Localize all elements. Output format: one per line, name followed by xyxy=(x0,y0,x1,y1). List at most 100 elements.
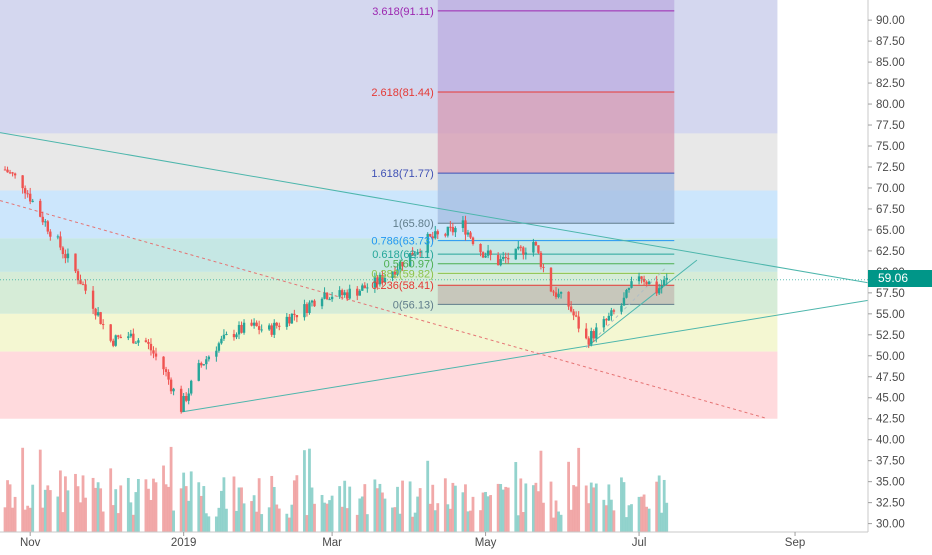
volume-bar xyxy=(577,447,581,532)
volume-bar xyxy=(542,502,545,532)
candle-body xyxy=(119,336,122,339)
candle-body xyxy=(637,276,641,282)
volume-bar xyxy=(164,484,168,532)
candle-body xyxy=(645,281,648,285)
candle-body xyxy=(13,173,17,176)
volume-bar xyxy=(270,475,274,532)
volume-bar xyxy=(61,512,65,532)
volume-bar xyxy=(363,484,367,532)
fib-label-2: 1.618(71.77) xyxy=(371,168,433,180)
volume-bar xyxy=(612,510,616,532)
candle-body xyxy=(190,380,193,394)
volume-bar xyxy=(521,512,525,532)
y-tick-label: 32.50 xyxy=(876,498,905,510)
volume-bar xyxy=(225,508,228,532)
volume-bar xyxy=(187,500,191,532)
volume-bar xyxy=(260,514,264,532)
candle-body xyxy=(486,250,490,256)
volume-bar xyxy=(292,480,296,532)
volume-bar xyxy=(433,510,437,532)
volume-bar xyxy=(343,480,347,532)
volume-bar xyxy=(428,503,432,532)
candle-body xyxy=(539,252,543,267)
volume-bar xyxy=(602,499,606,532)
fib-label-8: 0.236(58.41) xyxy=(371,280,433,292)
volume-bar xyxy=(645,506,648,532)
candle-body xyxy=(94,308,97,316)
volume-bar xyxy=(184,486,188,532)
volume-bar xyxy=(58,470,62,532)
candle-body xyxy=(39,200,42,217)
volume-bar xyxy=(275,504,279,532)
candle-body xyxy=(660,285,663,289)
x-tick-label: Nov xyxy=(20,537,41,549)
candle-body xyxy=(91,290,95,309)
volume-bar xyxy=(38,449,42,532)
volume-bar xyxy=(604,505,608,532)
candle-body xyxy=(622,297,626,306)
trendlines xyxy=(0,132,869,419)
volume-bar xyxy=(167,486,170,532)
volume-bar xyxy=(199,495,203,532)
volume-bar xyxy=(589,482,593,532)
candle-body xyxy=(647,281,651,285)
volume-bar xyxy=(662,479,666,532)
volume-bar xyxy=(46,485,50,532)
volume-bar xyxy=(272,487,276,532)
candle-body xyxy=(169,379,173,392)
candle-body xyxy=(237,324,241,335)
volume-bar xyxy=(79,502,82,532)
candle-body xyxy=(290,313,294,324)
candle-body xyxy=(612,310,616,312)
candle-body xyxy=(305,304,309,313)
volume-bar xyxy=(446,504,450,532)
volume-bar xyxy=(43,489,47,532)
volume-bar xyxy=(64,476,67,532)
volume-bar xyxy=(56,496,60,532)
volume-bar xyxy=(323,502,326,532)
candle-body xyxy=(66,253,70,259)
volume-bar xyxy=(479,510,482,532)
candle-body xyxy=(411,253,414,256)
x-tick-label: 2019 xyxy=(171,537,197,549)
volume-bar xyxy=(325,503,329,532)
volume-bar xyxy=(451,482,455,532)
volume-bar xyxy=(393,507,397,532)
candle-body xyxy=(260,329,263,331)
candle-body xyxy=(200,363,203,366)
candle-body xyxy=(215,350,218,357)
y-tick-label: 62.50 xyxy=(876,246,905,258)
volume-bar xyxy=(413,512,417,532)
volume-bar xyxy=(506,487,510,532)
candle-body xyxy=(338,290,341,297)
volume-bar xyxy=(74,473,77,532)
candle-body xyxy=(519,246,522,248)
volume-bar xyxy=(91,477,95,532)
y-tick-label: 42.50 xyxy=(876,414,905,426)
volume-bar xyxy=(41,507,45,532)
fib-level-labels: 3.618(91.11) 2.618(81.44) 1.618(71.77) 1(65… xyxy=(371,6,433,312)
volume-bar xyxy=(534,482,538,532)
candle-body xyxy=(59,236,62,248)
candle-body xyxy=(577,316,580,329)
x-tick-label: May xyxy=(475,537,497,549)
candle-body xyxy=(182,396,185,412)
candle-body xyxy=(127,336,130,339)
candle-body xyxy=(590,331,593,345)
candle-body xyxy=(242,322,246,333)
volume-bar xyxy=(257,478,261,532)
volume-bar xyxy=(136,479,140,532)
volume-bar xyxy=(287,517,291,532)
candle-body xyxy=(197,363,200,381)
y-tick-label: 75.00 xyxy=(876,141,905,153)
candle-body xyxy=(134,342,138,344)
candle-body xyxy=(162,356,165,370)
volume-bar xyxy=(328,500,331,532)
candle-body xyxy=(303,304,306,318)
candle-body xyxy=(81,284,85,286)
volume-bar xyxy=(48,490,52,532)
volume-bar xyxy=(431,484,435,532)
x-tick-label: Sep xyxy=(785,537,805,549)
